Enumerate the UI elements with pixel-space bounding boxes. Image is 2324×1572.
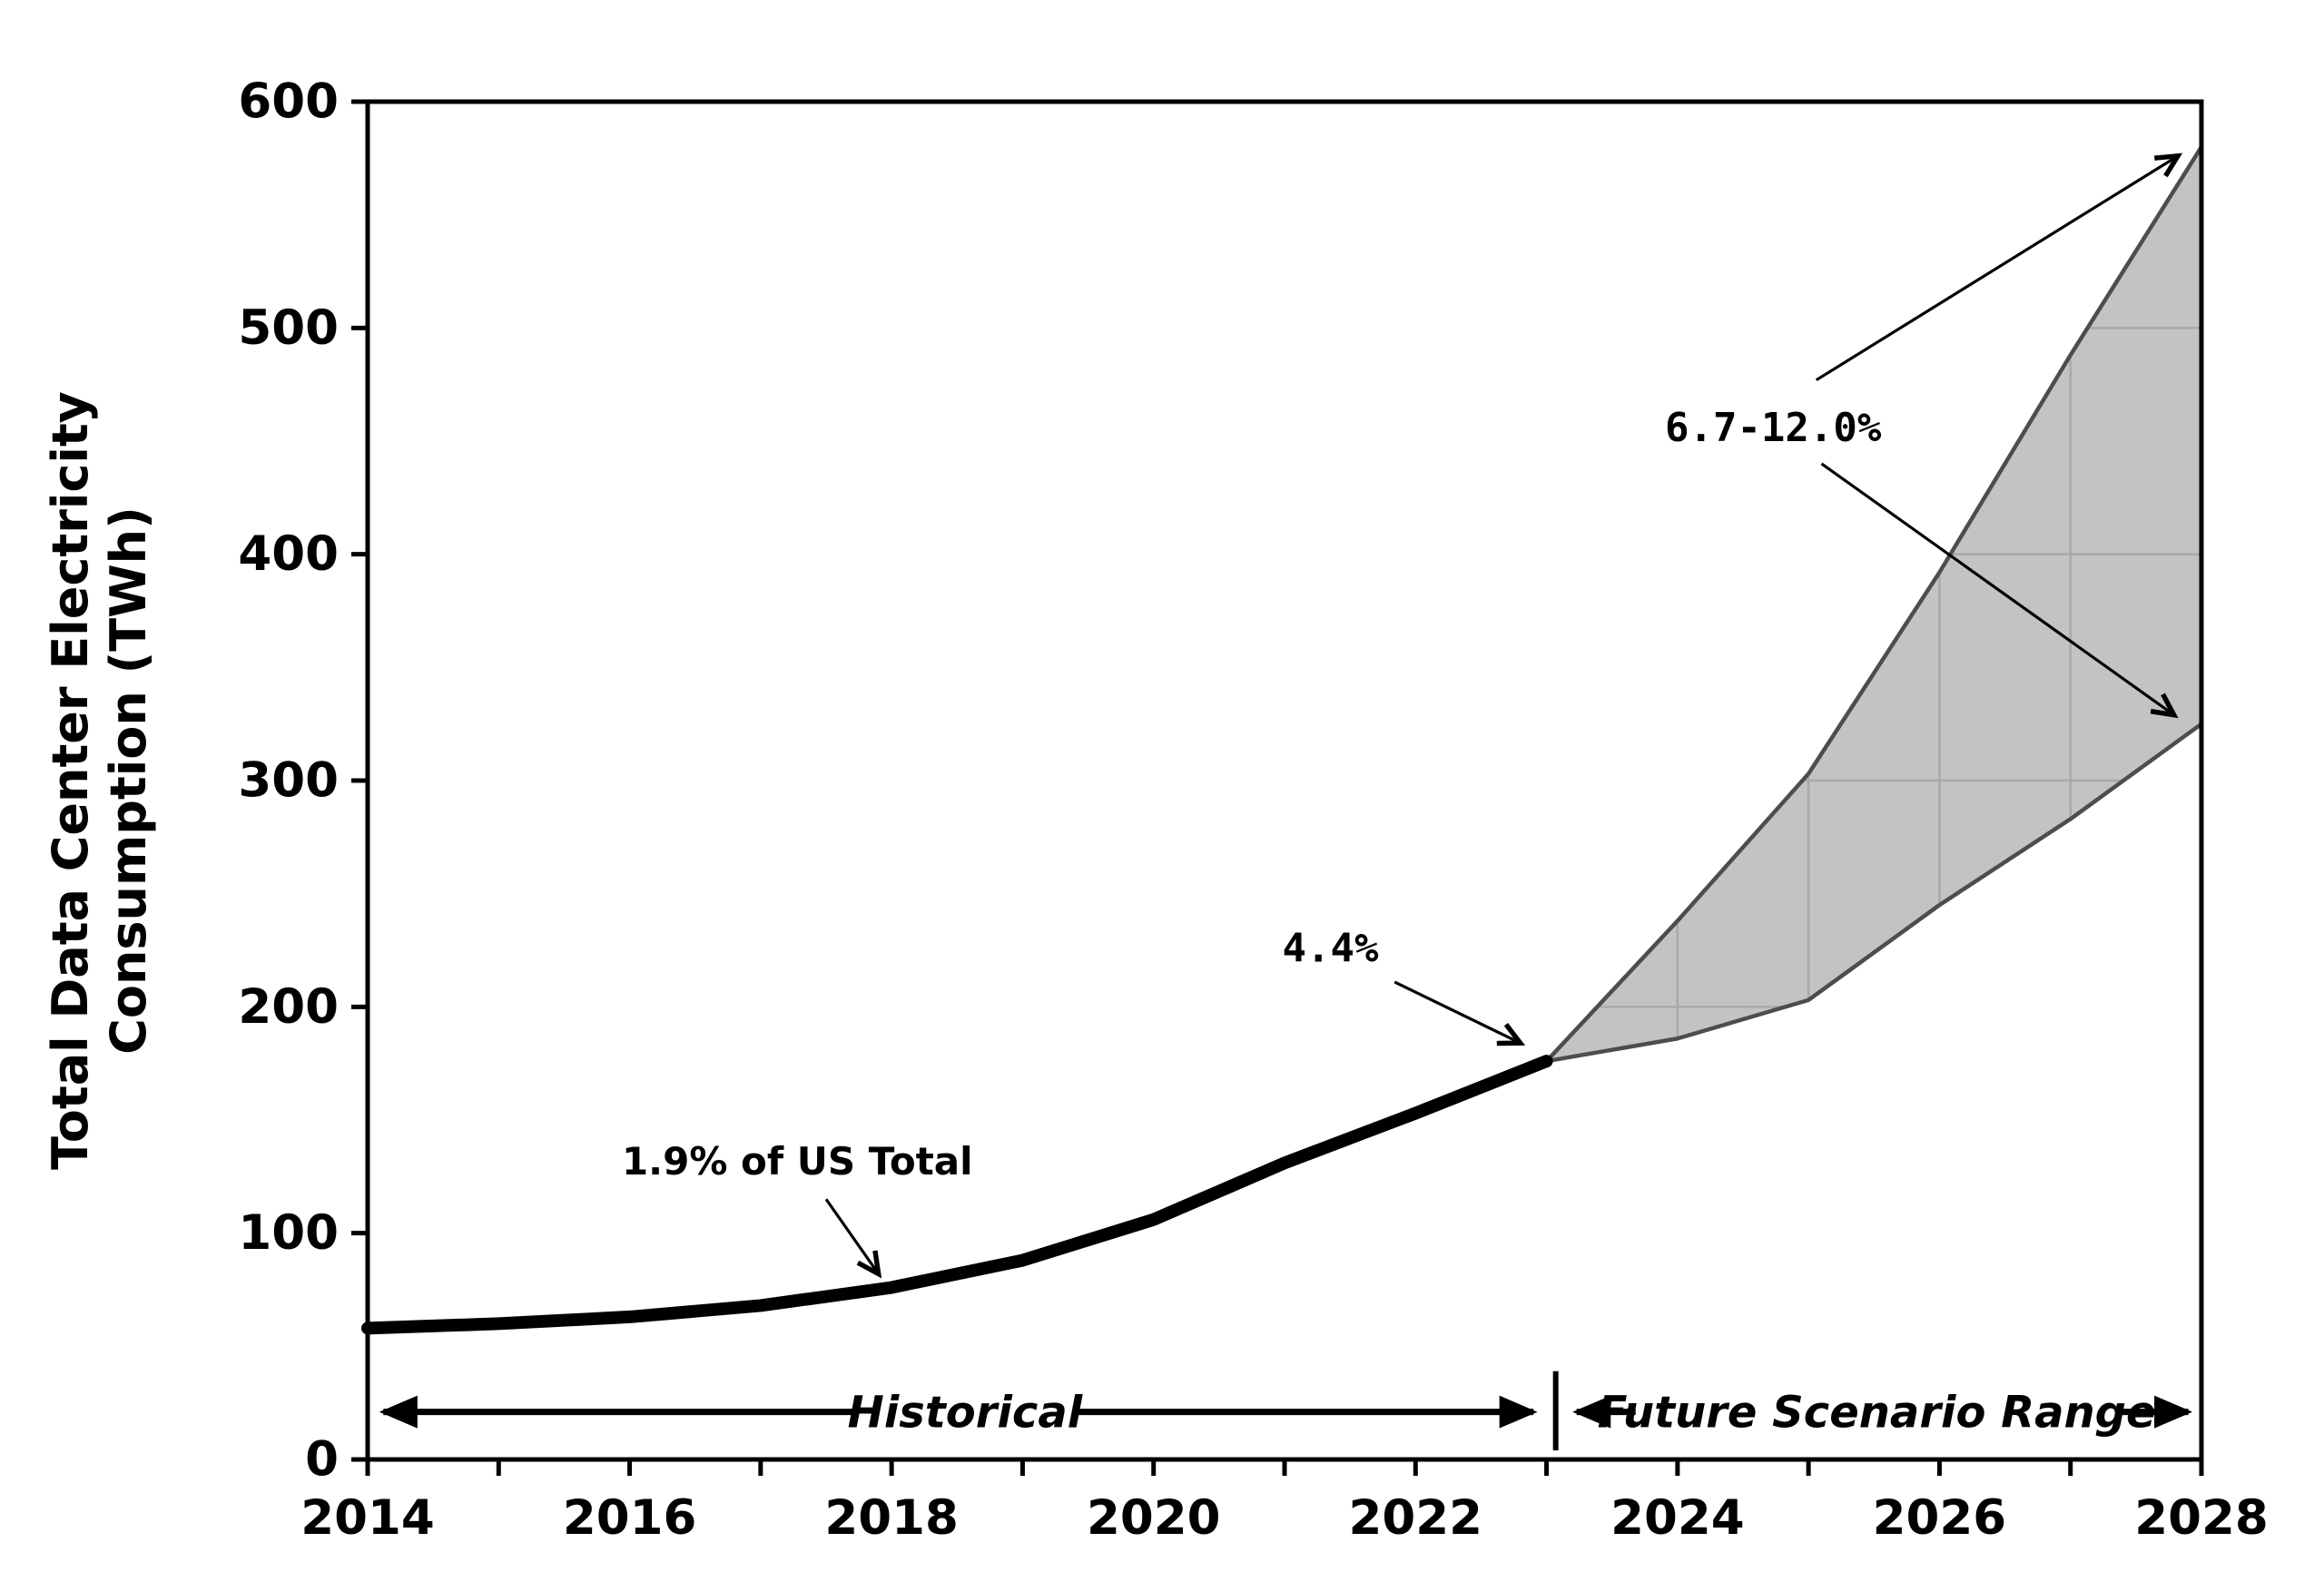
x-tick-label: 2024 xyxy=(1610,1490,1745,1546)
pct-6-7-12-arrow xyxy=(1820,462,2179,719)
pct-6-7-12-label: 6.7-12.0% xyxy=(1665,405,1882,451)
y-axis-title-line: Consumption (TWh) xyxy=(100,506,157,1055)
x-tick-label: 2020 xyxy=(1087,1490,1221,1546)
historical-line xyxy=(361,1055,1553,1335)
y-tick-label: 500 xyxy=(238,300,339,356)
y-tick-label: 100 xyxy=(238,1205,339,1261)
y-tick-label: 300 xyxy=(238,753,339,809)
span-historical-label: Historical xyxy=(848,1388,1083,1439)
y-tick-label: 600 xyxy=(238,74,339,130)
pct-4-4-label: 4.4% xyxy=(1283,926,1379,972)
y-axis-title-line: Total Data Center Electricity xyxy=(42,391,99,1170)
x-tick-label: 2022 xyxy=(1349,1490,1483,1546)
pct-4-4-arrow xyxy=(1393,980,1526,1046)
y-tick-label: 0 xyxy=(305,1432,339,1488)
y-tick-label: 400 xyxy=(238,526,339,582)
y-tick-label: 200 xyxy=(238,979,339,1035)
x-tick-label: 2014 xyxy=(300,1490,435,1546)
x-tick-label: 2026 xyxy=(1873,1490,2007,1546)
pct-6-7-12-arrow xyxy=(1815,152,2183,382)
future-upper-bound xyxy=(1544,145,2203,1063)
x-tick-label: 2018 xyxy=(824,1490,959,1546)
pct-1-9-arrow xyxy=(824,1198,882,1279)
x-tick-label: 2016 xyxy=(563,1490,697,1546)
pct-1-9-label: 1.9% of US Total xyxy=(622,1139,973,1184)
scenario-band xyxy=(1546,146,2201,1062)
future-lower-bound xyxy=(1546,722,2203,1064)
span-future-label: Future Scenario Range xyxy=(1598,1388,2156,1439)
x-tick-label: 2028 xyxy=(2134,1490,2269,1546)
